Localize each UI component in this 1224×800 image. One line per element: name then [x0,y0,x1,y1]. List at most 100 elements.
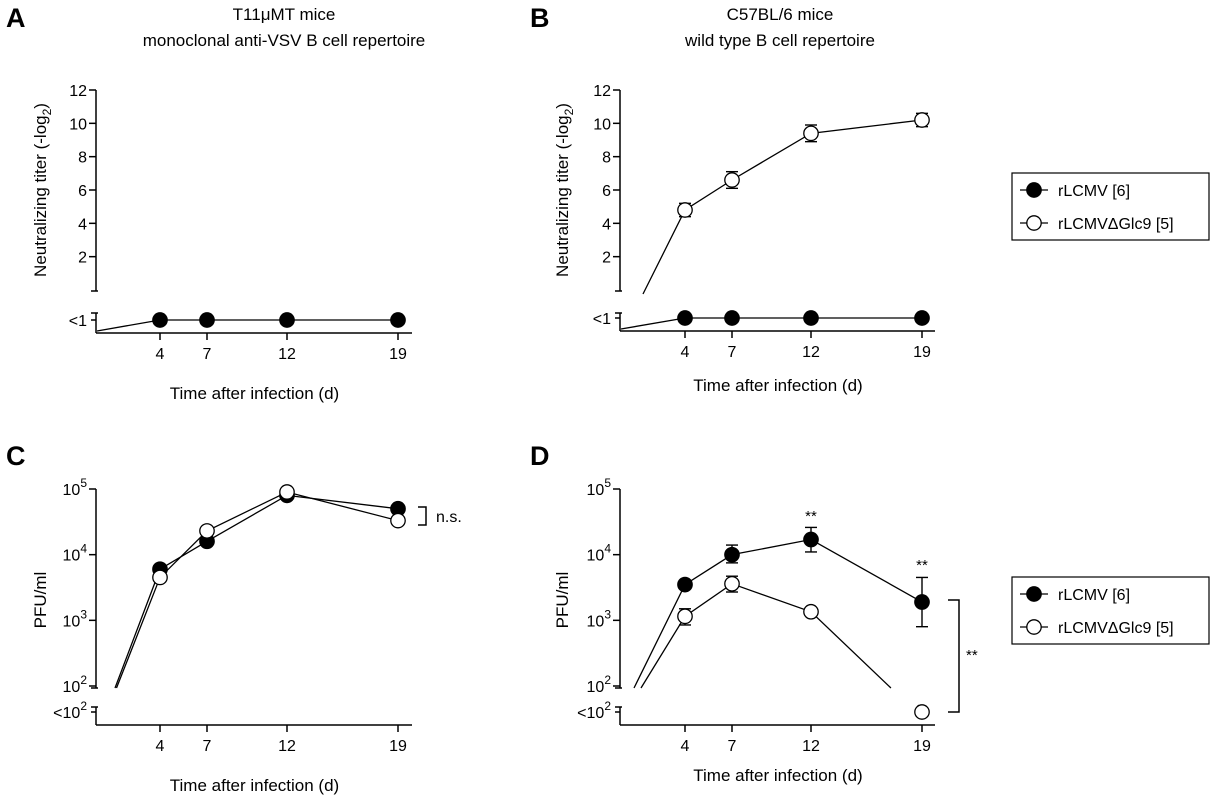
y-tick-label: 12 [69,83,87,100]
data-point [390,512,406,529]
y-tick-base: 10 [63,679,81,696]
x-tick-label: 4 [156,738,165,755]
data-point [152,312,168,328]
y-tick-exponent: 5 [80,476,87,490]
panel-label: A [6,3,26,33]
data-point [724,310,740,326]
y-tick-base: 10 [63,548,81,565]
y-axis-label-close: ) [31,103,50,109]
panel-D-series [633,526,930,720]
y-tick-label: 103 [63,607,88,630]
data-point [803,603,819,620]
y-tick-label: 2 [78,250,87,267]
panel-D-significance: ** ** ** [805,508,978,713]
x-tick-label: 19 [913,344,931,361]
panel-title-line: C57BL/6 mice [727,5,834,24]
y-axis-label-subscript: 2 [562,108,576,115]
y-tick-base: 10 [587,679,605,696]
data-point [724,575,740,592]
series-line [115,491,399,689]
data-point [914,112,930,128]
y-tick-label: 8 [602,150,611,167]
series-line [114,494,399,689]
data-point [914,310,930,326]
y-tick-label-below: <102 [577,699,611,722]
panel-label: C [6,441,26,471]
series-line [640,583,923,713]
y-tick-base: 10 [587,548,605,565]
data-point [152,569,168,586]
legend-box [1011,576,1210,645]
data-point [390,312,406,328]
y-tick-base: 10 [63,613,81,630]
x-axis-label: Time after infection (d) [170,776,339,795]
ns-bracket [418,506,427,526]
y-tick-label: 10 [69,116,87,133]
legend-entry: rLCMV [6] [1058,587,1130,604]
y-tick-label: 103 [587,607,612,630]
x-tick-label: 7 [728,738,737,755]
panel-C-series [114,484,406,689]
legend-entry: rLCMV [6] [1058,183,1130,200]
data-point [677,576,693,593]
data-point [279,312,295,328]
data-point [199,523,215,539]
y-tick-label: 105 [587,476,612,499]
y-tick-exponent: 2 [80,673,87,687]
legend: rLCMV [6] rLCMVΔGlc9 [5] [1011,576,1210,645]
y-axis-label-text: Neutralizing titer (-log [553,115,572,277]
significance-marker: ** [805,508,817,525]
y-axis-label: PFU/ml [31,572,50,629]
y-tick-label: 12 [593,83,611,100]
bracket-label: ** [966,647,978,664]
data-point [724,172,740,188]
y-tick-label: 4 [602,216,611,233]
y-tick-exponent: 5 [604,476,611,490]
y-axis-label: PFU/ml [553,572,572,629]
series-line [96,319,398,332]
y-tick-label-below: <102 [53,699,87,722]
data-point [803,310,819,326]
x-tick-label: 4 [681,738,690,755]
panel-title-line: T11μMT mice [233,5,336,24]
y-axis-label-close: ) [553,103,572,109]
data-point [803,531,819,548]
x-axis-label: Time after infection (d) [170,384,339,403]
legend-entry: rLCMVΔGlc9 [5] [1058,216,1174,233]
series-line [633,538,923,689]
y-tick-label: 4 [78,216,87,233]
panel-label: B [530,3,550,33]
y-tick-exponent: 2 [604,673,611,687]
x-tick-label: 7 [203,738,212,755]
x-tick-label: 4 [156,346,165,363]
y-tick-label: 102 [63,673,88,696]
series-line [620,317,922,330]
y-tick-exponent: 3 [604,607,611,621]
data-point [677,310,693,326]
y-tick-label: 6 [78,183,87,200]
x-axis-label: Time after infection (d) [693,376,862,395]
y-axis-label-text: Neutralizing titer (-log [31,115,50,277]
y-tick-below-base: <10 [577,705,604,722]
x-tick-label: 12 [278,738,296,755]
data-point [677,202,693,218]
panel-title-line: wild type B cell repertoire [684,31,875,50]
y-tick-label: 8 [78,150,87,167]
ns-label: n.s. [436,509,462,526]
legend: rLCMV [6] rLCMVΔGlc9 [5] [1011,172,1210,241]
legend-marker [1026,586,1042,602]
data-point [677,608,693,625]
y-tick-label: 102 [587,673,612,696]
x-tick-label: 4 [681,344,690,361]
y-tick-below-exponent: 2 [604,699,611,713]
data-point [914,594,930,610]
y-tick-label-below: <1 [69,313,87,330]
panel-C-annotation: n.s. [418,506,462,526]
y-tick-base: 10 [63,482,81,499]
y-tick-label: 2 [602,250,611,267]
legend-marker [1026,215,1042,231]
data-point [803,125,819,142]
